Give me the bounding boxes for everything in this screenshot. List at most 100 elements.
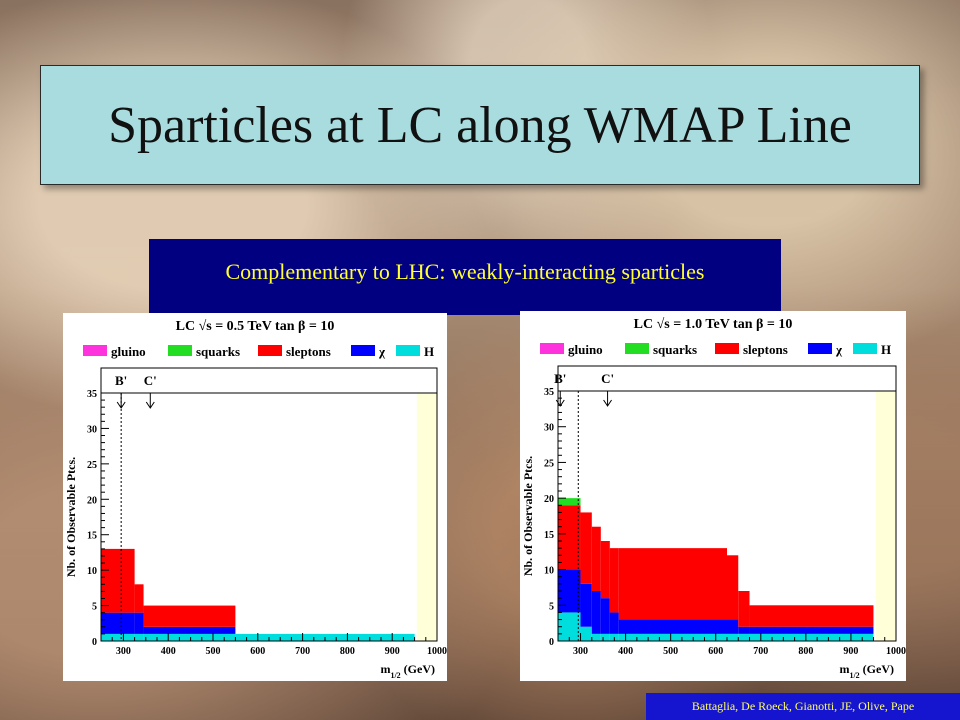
x-tick-label-5: 800 — [798, 646, 813, 657]
bar-0-1 — [580, 626, 592, 641]
legend-label-4: H — [881, 342, 891, 357]
x-tick-label-1: 400 — [618, 646, 633, 657]
x-tick-label-6: 900 — [385, 646, 400, 657]
y-axis-label: Nb. of Observable Ptcs. — [521, 456, 535, 576]
y-tick-label-7: 35 — [544, 387, 554, 398]
chart-legend: gluino squarks sleptons χ H — [540, 342, 891, 357]
legend-label-4: H — [424, 344, 434, 359]
x-tick-label-4: 700 — [295, 646, 310, 657]
y-tick-label-3: 15 — [87, 531, 97, 542]
x-tick-label-0: 300 — [573, 646, 588, 657]
y-tick-label-1: 5 — [92, 602, 97, 613]
bar-0-8 — [749, 633, 874, 641]
x-tick-label-2: 500 — [663, 646, 678, 657]
chart-panel-1-0-tev: LC √s = 1.0 TeV tan β = 10 gluino squarks s… — [520, 311, 906, 681]
legend-label-3: χ — [378, 344, 386, 359]
legend-swatch-0 — [83, 345, 107, 356]
marker-arrow-head-1 — [145, 401, 155, 409]
y-tick-label-6: 30 — [87, 424, 97, 435]
y-tick-label-0: 0 — [549, 637, 554, 648]
bar-2-6 — [727, 555, 739, 620]
chart-panel-0-5-tev: LC √s = 0.5 TeV tan β = 10 gluino squarks s… — [63, 313, 447, 681]
marker-label-0: B' — [115, 373, 127, 388]
bar-2-0 — [101, 548, 135, 613]
bar-2-3 — [600, 541, 610, 599]
y-tick-label-1: 5 — [549, 601, 554, 612]
slide-subtitle: Complementary to LHC: weakly-interacting… — [225, 259, 705, 284]
bar-1-6 — [727, 619, 739, 634]
y-tick-label-5: 25 — [87, 460, 97, 471]
bar-1-0 — [558, 569, 581, 613]
y-tick-label-2: 10 — [87, 566, 97, 577]
legend-swatch-3 — [351, 345, 375, 356]
bar-1-3 — [600, 598, 610, 634]
bar-0-7 — [738, 633, 750, 641]
marker-arrow-head-0 — [116, 401, 126, 409]
x-tick-label-0: 300 — [116, 646, 131, 657]
x-tick-label-3: 600 — [708, 646, 723, 657]
x-tick-label-5: 800 — [340, 646, 355, 657]
chart-title: LC √s = 1.0 TeV tan β = 10 — [634, 317, 793, 332]
y-tick-label-4: 20 — [87, 495, 97, 506]
excluded-band — [416, 393, 437, 641]
legend-swatch-1 — [625, 343, 649, 354]
legend-label-0: gluino — [568, 342, 603, 357]
legend-label-2: sleptons — [743, 342, 788, 357]
plot-frame — [100, 392, 438, 642]
legend-label-1: squarks — [196, 344, 240, 359]
marker-label-0: B' — [554, 371, 566, 386]
x-tick-label-4: 700 — [753, 646, 768, 657]
bar-1-1 — [134, 612, 144, 634]
bar-2-4 — [609, 548, 619, 613]
legend-label-1: squarks — [653, 342, 697, 357]
x-tick-label-7: 1000 — [427, 646, 447, 657]
bar-1-5 — [618, 619, 727, 634]
legend-swatch-1 — [168, 345, 192, 356]
legend-label-2: sleptons — [286, 344, 331, 359]
bar-0-0 — [101, 633, 135, 641]
credit-footer: Battaglia, De Roeck, Gianotti, JE, Olive… — [646, 693, 960, 720]
chart-svg-0: LC √s = 0.5 TeV tan β = 10 gluino squarks s… — [64, 319, 447, 680]
bar-2-1 — [580, 512, 592, 584]
excluded-band — [875, 391, 896, 641]
bar-3-0 — [558, 498, 581, 506]
legend-swatch-2 — [258, 345, 282, 356]
y-axis-label: Nb. of Observable Ptcs. — [64, 457, 78, 577]
x-tick-label-2: 500 — [206, 646, 221, 657]
bar-2-2 — [591, 526, 601, 591]
x-axis-label: m1/2 (GeV) — [380, 662, 435, 680]
slide-title: Sparticles at LC along WMAP Line — [108, 96, 852, 154]
bar-0-5 — [618, 633, 727, 641]
x-tick-label-7: 1000 — [886, 646, 906, 657]
bar-2-5 — [618, 548, 727, 620]
x-axis-label: m1/2 (GeV) — [839, 662, 894, 680]
bar-0-6 — [727, 633, 739, 641]
bar-1-4 — [609, 612, 619, 634]
y-tick-label-5: 25 — [544, 458, 554, 469]
bar-0-3 — [600, 633, 610, 641]
x-tick-label-3: 600 — [250, 646, 265, 657]
y-tick-label-3: 15 — [544, 530, 554, 541]
bar-1-1 — [580, 583, 592, 627]
bar-1-7 — [738, 626, 750, 634]
y-tick-label-4: 20 — [544, 494, 554, 505]
subtitle-box: Complementary to LHC: weakly-interacting… — [149, 239, 781, 315]
title-box: Sparticles at LC along WMAP Line — [40, 65, 920, 185]
bar-2-2 — [143, 605, 236, 627]
marker-arrow-head-1 — [603, 399, 612, 407]
bar-0-2 — [591, 633, 601, 641]
legend-swatch-2 — [715, 343, 739, 354]
bar-2-7 — [738, 591, 750, 627]
x-tick-label-1: 400 — [161, 646, 176, 657]
chart-svg-1: LC √s = 1.0 TeV tan β = 10 gluino squarks s… — [521, 317, 906, 680]
legend-swatch-4 — [853, 343, 877, 354]
bar-1-2 — [143, 626, 236, 634]
bar-2-1 — [134, 584, 144, 613]
legend-label-3: χ — [835, 342, 843, 357]
chart-legend: gluino squarks sleptons χ H — [83, 344, 434, 359]
legend-swatch-4 — [396, 345, 420, 356]
x-tick-label-6: 900 — [843, 646, 858, 657]
bar-1-0 — [101, 612, 135, 634]
marker-label-1: C' — [601, 371, 614, 386]
credit-text: Battaglia, De Roeck, Gianotti, JE, Olive… — [691, 699, 915, 713]
